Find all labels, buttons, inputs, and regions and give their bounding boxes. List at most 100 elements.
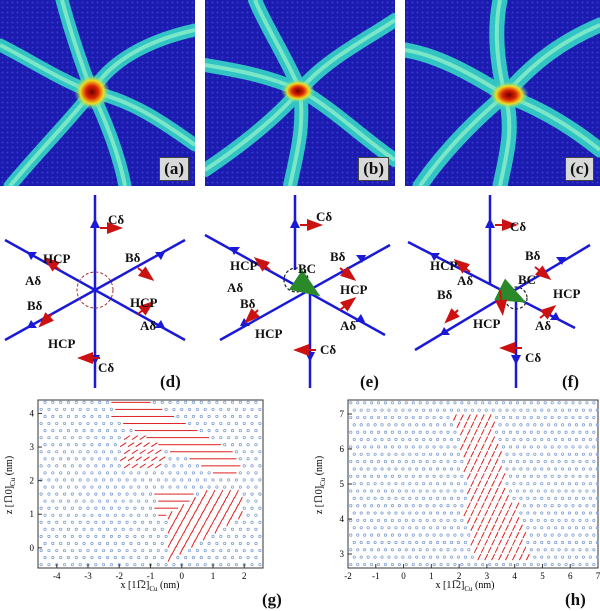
atom <box>55 450 59 454</box>
atom <box>592 562 596 567</box>
atom <box>547 467 551 471</box>
atom <box>102 478 106 482</box>
atom <box>191 485 196 489</box>
atom <box>98 499 102 503</box>
atom <box>453 474 457 478</box>
atom <box>230 541 235 546</box>
atom <box>508 460 513 464</box>
atom <box>207 400 211 404</box>
atom <box>230 527 235 531</box>
atom <box>394 540 398 545</box>
xtick-label: 5 <box>540 571 545 581</box>
atom <box>55 464 59 468</box>
atom <box>481 562 485 567</box>
atom <box>404 533 408 537</box>
atom <box>199 556 203 560</box>
displacement-vector <box>491 436 496 443</box>
atom <box>540 511 544 515</box>
atom <box>429 467 433 471</box>
atom <box>125 506 129 510</box>
atom <box>387 540 391 545</box>
displacement-vector <box>175 539 181 548</box>
atom <box>156 534 160 538</box>
atom <box>160 527 164 531</box>
atom <box>70 478 74 482</box>
atom <box>561 467 565 471</box>
displacement-vector <box>473 473 478 480</box>
atom <box>526 496 530 500</box>
atom <box>258 407 262 411</box>
atom <box>195 407 199 411</box>
atom <box>370 401 374 405</box>
displacement-vector <box>202 503 208 513</box>
atom <box>401 423 405 427</box>
atom <box>59 400 63 404</box>
displacement-vector <box>484 451 489 458</box>
atom <box>66 429 71 433</box>
atom <box>571 504 575 508</box>
displacement-vector <box>498 553 503 561</box>
atom <box>47 548 51 553</box>
atom <box>238 414 242 419</box>
atom <box>377 548 381 552</box>
displacement-vector <box>226 489 232 499</box>
atom <box>533 511 537 515</box>
atom <box>550 445 554 449</box>
atom <box>574 423 579 427</box>
displacement-vector <box>139 435 146 441</box>
atom <box>526 511 530 515</box>
plot-g-xlabel: x [11̅2]Cu (nm) <box>121 580 180 593</box>
atom <box>199 400 203 404</box>
atom <box>540 496 544 500</box>
displacement-vector <box>230 496 235 506</box>
atom <box>227 534 231 538</box>
atom <box>498 437 502 442</box>
label-e-a-2: Aδ <box>340 318 356 333</box>
displacement-vector <box>127 442 135 448</box>
atom <box>250 464 254 468</box>
atom <box>373 526 377 530</box>
atom <box>411 401 415 405</box>
atom <box>578 504 582 508</box>
atom <box>436 540 440 545</box>
atom <box>463 540 467 545</box>
atom <box>561 408 565 412</box>
atom <box>63 407 67 411</box>
atom <box>207 429 211 433</box>
ytick-label: 1 <box>30 509 35 519</box>
atom <box>442 555 447 559</box>
displacement-vector <box>237 496 243 506</box>
atom <box>383 518 388 522</box>
atom <box>238 541 242 546</box>
atom <box>121 527 125 531</box>
atom <box>550 562 554 567</box>
atom <box>529 430 533 434</box>
atom <box>156 563 160 567</box>
displacement-vector <box>494 487 499 495</box>
atom <box>585 533 589 537</box>
atom <box>352 482 356 486</box>
displacement-vector <box>210 503 216 513</box>
atom <box>363 430 367 434</box>
atom <box>51 443 55 447</box>
displacement-vector <box>233 503 239 513</box>
atom <box>432 548 436 552</box>
atom <box>397 533 401 537</box>
atom <box>370 474 374 478</box>
atom <box>359 437 363 442</box>
atom <box>429 452 433 456</box>
atom <box>564 430 568 434</box>
atom <box>536 474 540 478</box>
atom <box>418 533 422 537</box>
displacement-vector <box>167 525 173 534</box>
atom <box>98 443 102 447</box>
atom <box>408 437 412 442</box>
atom <box>176 485 180 489</box>
atom <box>439 445 443 449</box>
atom <box>401 540 405 545</box>
atom <box>195 548 199 553</box>
atom <box>383 474 388 478</box>
atom <box>453 401 457 405</box>
displacement-vector <box>522 531 527 539</box>
atom <box>113 499 117 503</box>
